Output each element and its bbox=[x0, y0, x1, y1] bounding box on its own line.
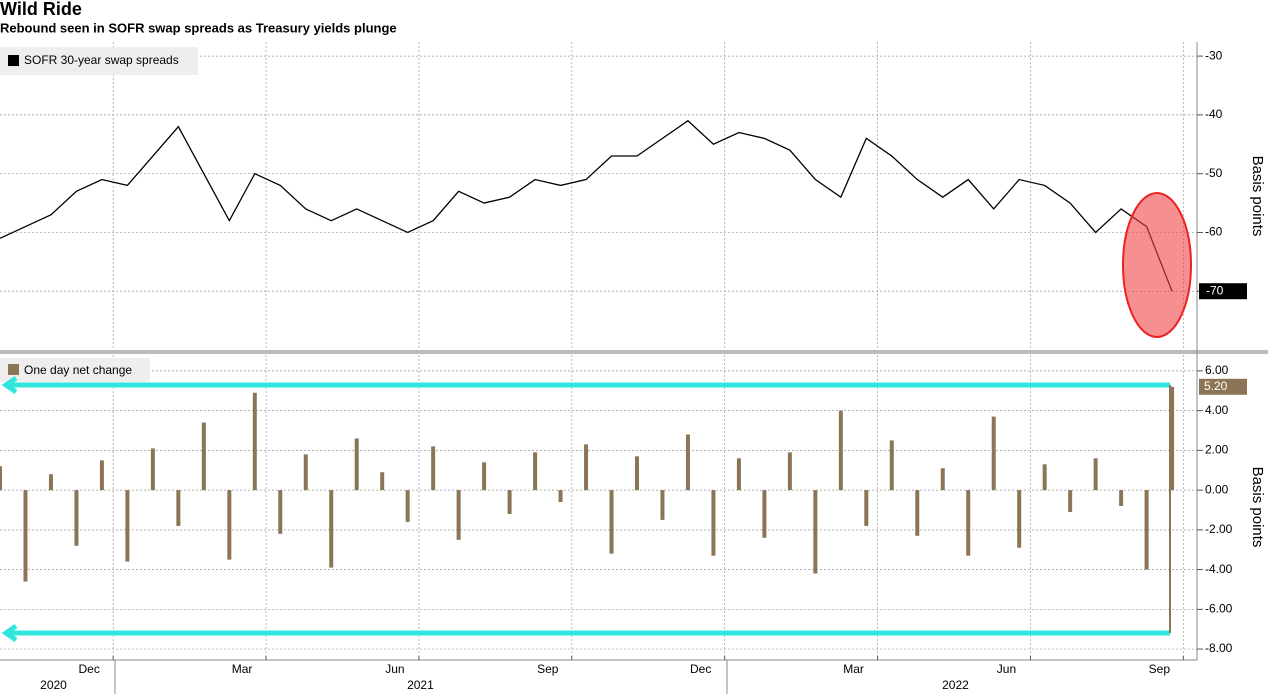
bar bbox=[787, 452, 792, 491]
legend-label: One day net change bbox=[24, 363, 132, 377]
bar bbox=[278, 490, 283, 534]
bar bbox=[405, 490, 410, 522]
chart-title: Wild Ride bbox=[0, 0, 82, 19]
last-value-flag bbox=[1199, 378, 1247, 395]
highlight-ellipse bbox=[1122, 192, 1192, 338]
panel-separator bbox=[0, 350, 1268, 354]
bar bbox=[252, 392, 257, 491]
bar bbox=[1093, 458, 1098, 491]
bar bbox=[1042, 464, 1047, 491]
bar bbox=[889, 440, 894, 491]
bar bbox=[201, 422, 206, 491]
y-tick-label: -60 bbox=[1205, 225, 1223, 239]
bar bbox=[660, 490, 665, 520]
bar bbox=[1170, 386, 1175, 491]
x-tick-label: Sep bbox=[537, 662, 559, 676]
y-tick-label: 4.00 bbox=[1205, 403, 1229, 417]
bar bbox=[150, 448, 155, 491]
y-tick-label: -50 bbox=[1205, 166, 1223, 180]
bar bbox=[329, 490, 334, 568]
bar bbox=[23, 490, 28, 582]
y-tick-label: -40 bbox=[1205, 107, 1223, 121]
y-axis-title: Basis points bbox=[1249, 156, 1266, 237]
bar bbox=[813, 490, 818, 574]
x-tick-label: Sep bbox=[1149, 662, 1171, 676]
y-tick-label: 0.00 bbox=[1205, 482, 1229, 496]
bar bbox=[685, 434, 690, 491]
x-tick-label: Mar bbox=[843, 662, 864, 676]
bar bbox=[354, 438, 359, 491]
bar bbox=[1144, 490, 1149, 570]
last-value-flag bbox=[1199, 283, 1247, 300]
y-tick-label: -30 bbox=[1205, 48, 1223, 62]
x-tick-label: Mar bbox=[232, 662, 253, 676]
bar bbox=[991, 416, 996, 491]
bar bbox=[584, 444, 589, 491]
bar bbox=[966, 490, 971, 556]
x-tick-label: Dec bbox=[79, 662, 100, 676]
bar bbox=[609, 490, 614, 554]
y-tick-label: 2.00 bbox=[1205, 443, 1229, 457]
legend-box bbox=[0, 358, 150, 382]
year-label: 2022 bbox=[942, 678, 969, 692]
y-tick-label: -8.00 bbox=[1205, 641, 1233, 655]
last-value-label: 5.20 bbox=[1204, 379, 1228, 393]
legend-label: SOFR 30-year swap spreads bbox=[24, 53, 179, 67]
bar bbox=[558, 490, 563, 503]
x-tick-label: Jun bbox=[997, 662, 1016, 676]
legend-swatch bbox=[8, 55, 19, 66]
last-value-label: -70 bbox=[1206, 283, 1224, 297]
arrows bbox=[1, 375, 1170, 643]
bar bbox=[864, 490, 869, 526]
year-label: 2020 bbox=[40, 678, 67, 692]
bar bbox=[176, 490, 181, 526]
bar bbox=[1068, 490, 1073, 512]
bar bbox=[380, 472, 385, 491]
bar bbox=[711, 490, 716, 556]
bar bbox=[507, 490, 512, 514]
legend-swatch bbox=[8, 364, 19, 375]
bar bbox=[634, 456, 639, 491]
bar bbox=[762, 490, 767, 538]
bar bbox=[736, 458, 741, 491]
x-tick-label: Dec bbox=[690, 662, 711, 676]
bar bbox=[99, 460, 104, 491]
bar bbox=[125, 490, 130, 562]
series-line bbox=[0, 119, 1173, 292]
bar bbox=[431, 446, 436, 491]
bar bbox=[303, 454, 308, 491]
bar bbox=[915, 490, 920, 536]
bar bbox=[48, 474, 53, 491]
legend-box bbox=[0, 47, 198, 75]
bar bbox=[74, 490, 79, 546]
bar bbox=[0, 466, 2, 491]
year-label: 2021 bbox=[407, 678, 434, 692]
bar bbox=[533, 452, 538, 491]
bar bbox=[456, 490, 461, 540]
bar bbox=[1017, 490, 1022, 548]
y-tick-label: 6.00 bbox=[1205, 363, 1229, 377]
bar bbox=[227, 490, 232, 560]
y-tick-label: -2.00 bbox=[1205, 522, 1233, 536]
y-tick-label: -6.00 bbox=[1205, 602, 1233, 616]
y-tick-label: -4.00 bbox=[1205, 562, 1233, 576]
bar bbox=[1119, 490, 1124, 507]
bar bbox=[482, 462, 487, 491]
bar bbox=[940, 468, 945, 491]
plot bbox=[0, 42, 1197, 660]
chart-subtitle: Rebound seen in SOFR swap spreads as Tre… bbox=[0, 20, 397, 35]
y-axis-title: Basis points bbox=[1249, 467, 1266, 548]
bar bbox=[838, 410, 843, 491]
x-tick-label: Jun bbox=[385, 662, 404, 676]
